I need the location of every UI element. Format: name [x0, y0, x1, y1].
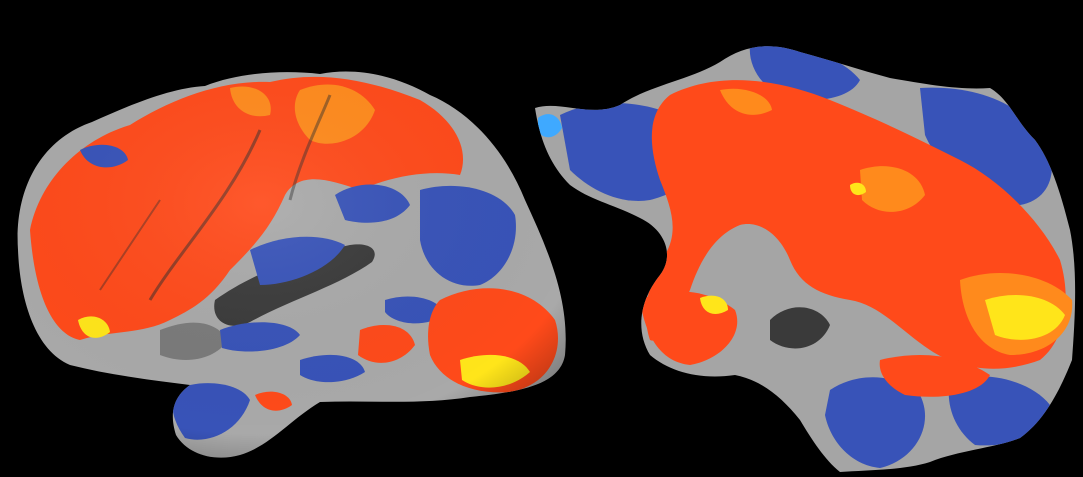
- flat-deactivation-4: [825, 377, 926, 468]
- flat-activation-lower: [879, 355, 990, 397]
- flat-activation-yellow-2: [700, 295, 728, 314]
- flat-activation-yellow-3: [850, 182, 866, 196]
- brain-surface: [17, 71, 566, 458]
- flat-activation-yellow-1: [985, 295, 1065, 340]
- flat-deactivation-5: [948, 376, 1050, 446]
- flat-activation-orange-1: [860, 166, 925, 212]
- flatmap-surface: [535, 46, 1076, 472]
- flat-sulcus-1: [770, 307, 830, 349]
- flat-strong-deactivation: [538, 114, 562, 138]
- flat-activation-orange-2: [720, 88, 772, 115]
- flat-activation-main: [645, 80, 1066, 369]
